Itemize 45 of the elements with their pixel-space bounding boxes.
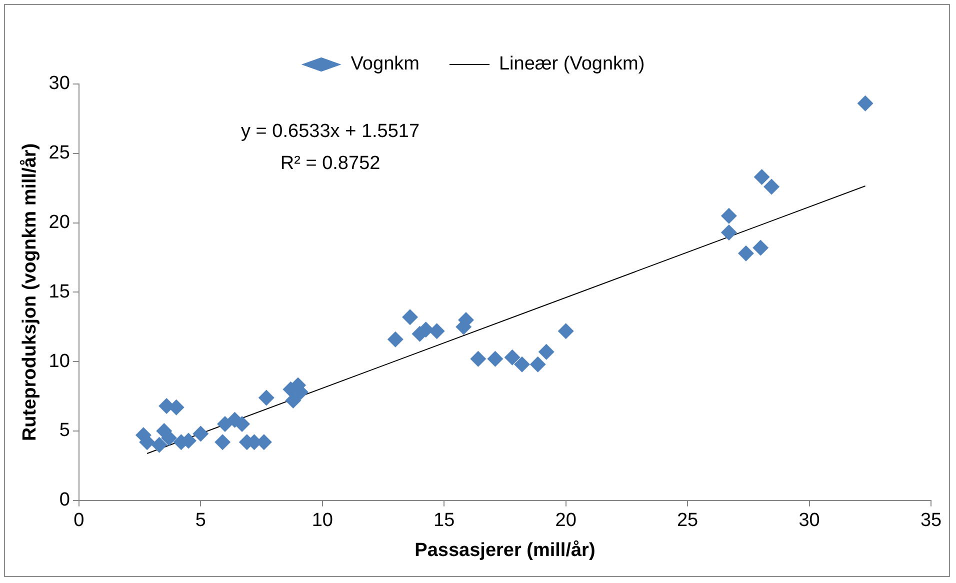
point xyxy=(857,95,874,112)
point xyxy=(487,350,504,367)
y-tick-label: 0 xyxy=(59,490,70,511)
point xyxy=(752,240,769,256)
y-tick-label: 20 xyxy=(48,212,70,234)
annotation: R² = 0.8752 xyxy=(280,153,380,174)
point xyxy=(151,436,168,453)
point xyxy=(234,416,250,432)
point xyxy=(258,390,274,406)
point xyxy=(514,356,530,372)
point xyxy=(738,245,754,262)
x-tick-label: 20 xyxy=(555,510,576,532)
y-axis-title: Ruteproduksjon (vognkm mill/år) xyxy=(20,143,41,442)
legend-label: Vognkm xyxy=(350,54,420,75)
x-tick-label: 25 xyxy=(676,510,698,532)
annotation: y = 0.6533x + 1.5517 xyxy=(241,121,420,142)
x-tick-label: 15 xyxy=(434,510,455,532)
x-tick-label: 10 xyxy=(312,510,333,532)
x-axis-title: Passasjerer (mill/år) xyxy=(414,540,596,561)
point xyxy=(214,434,231,450)
point xyxy=(504,349,520,366)
x-tick-label: 35 xyxy=(920,510,942,532)
y-tick-label: 25 xyxy=(48,142,70,164)
point xyxy=(530,356,546,372)
point xyxy=(192,426,209,442)
y-tick-label: 15 xyxy=(48,281,70,302)
point xyxy=(470,350,486,367)
point xyxy=(217,416,234,432)
y-tick-label: 5 xyxy=(59,420,70,442)
point xyxy=(754,168,770,185)
point xyxy=(558,323,574,340)
point xyxy=(428,323,445,340)
x-tick-label: 30 xyxy=(798,510,820,532)
point xyxy=(538,344,554,360)
point xyxy=(285,392,302,408)
point xyxy=(720,224,737,241)
point xyxy=(764,178,780,195)
y-tick-label: 10 xyxy=(48,350,70,372)
x-tick-label: 0 xyxy=(74,510,84,532)
point xyxy=(720,208,737,224)
point xyxy=(387,331,404,348)
legend-label: Lineær (Vognkm) xyxy=(498,54,645,75)
point xyxy=(402,309,418,326)
x-tick-label: 5 xyxy=(195,510,206,532)
y-tick-label: 30 xyxy=(48,73,70,94)
